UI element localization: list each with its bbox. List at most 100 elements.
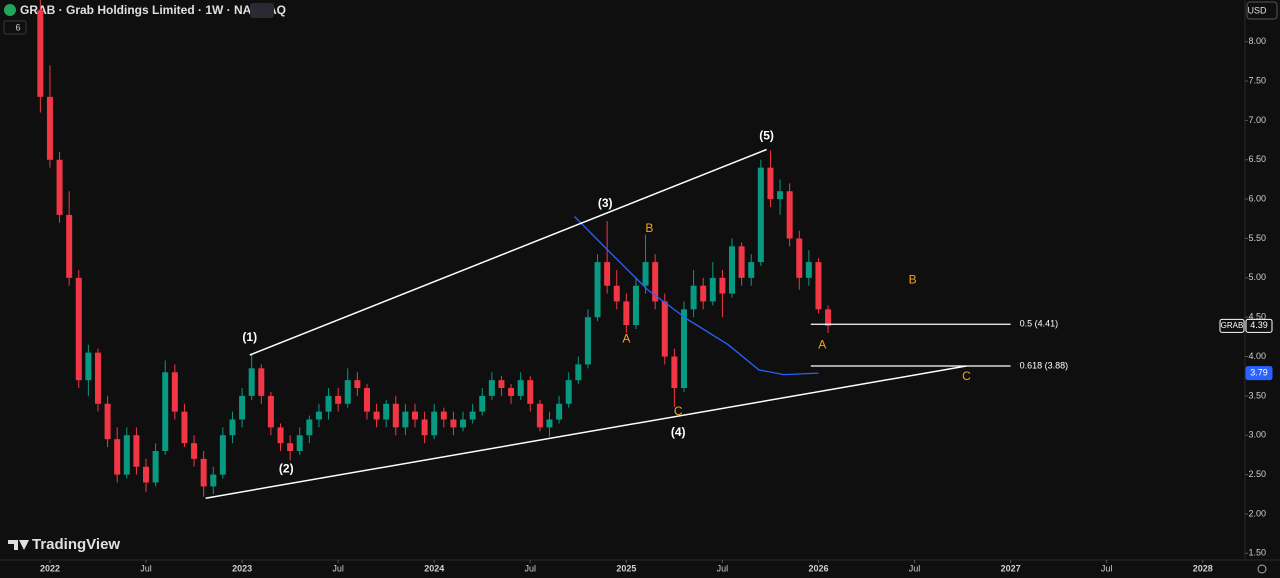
candle-body: [709, 277, 716, 302]
wave-label: (2): [279, 461, 294, 475]
candle-body: [805, 262, 812, 278]
wave-label: (5): [759, 128, 774, 142]
y-tick-label: 4.00: [1248, 351, 1266, 361]
candle-body: [767, 167, 774, 200]
candle-body: [306, 419, 313, 436]
y-tick-label: 5.50: [1248, 233, 1266, 243]
x-tick-label: Jul: [1101, 563, 1113, 573]
settings-icon[interactable]: [1257, 564, 1267, 574]
candle-body: [277, 427, 284, 444]
candle-body: [315, 411, 322, 420]
candle-body: [536, 403, 543, 428]
candle-body: [757, 167, 764, 263]
y-tick-label: 7.50: [1248, 75, 1266, 85]
wave-label: (1): [242, 330, 257, 344]
candle-body: [680, 309, 687, 389]
price-tag: [1245, 366, 1273, 381]
candle-body: [690, 285, 697, 310]
candle-body: [738, 246, 745, 278]
candle-body: [556, 403, 563, 420]
x-tick-label: 2022: [40, 563, 60, 573]
candle-body: [94, 352, 101, 404]
x-tick-label: 2025: [616, 563, 636, 573]
currency-button[interactable]: [1246, 1, 1278, 20]
candle-body: [104, 403, 111, 440]
x-tick-label: 2024: [424, 563, 444, 573]
candle-body: [488, 380, 495, 396]
candle-body: [825, 309, 832, 326]
y-tick-label: 6.50: [1248, 154, 1266, 164]
wave-label: A: [622, 331, 630, 345]
candle-body: [248, 368, 255, 396]
candle-body: [671, 356, 678, 389]
candle-body: [632, 285, 639, 326]
candle-body: [46, 96, 53, 160]
candle-body: [229, 419, 236, 436]
candle-body: [152, 450, 159, 483]
brand-logo: [8, 540, 29, 550]
candle-body: [508, 388, 515, 396]
symbol-title: GRAB · Grab Holdings Limited · 1W · NASD…: [20, 3, 286, 17]
x-tick-label: Jul: [140, 563, 152, 573]
wave-label: (3): [598, 196, 613, 210]
candle-body: [219, 435, 226, 475]
candle-body: [344, 380, 351, 404]
x-tick-label: Jul: [332, 563, 344, 573]
candle-body: [354, 380, 361, 389]
candle-body: [469, 411, 476, 420]
x-tick-label: 2027: [1001, 563, 1021, 573]
y-tick-label: 7.00: [1248, 115, 1266, 125]
candle-body: [85, 352, 92, 381]
price-tag-label: 3.79: [1250, 367, 1268, 377]
candle-body: [114, 439, 121, 475]
y-tick-label: 2.00: [1248, 508, 1266, 518]
price-tag-label: 4.39: [1250, 320, 1268, 330]
candle-body: [642, 262, 649, 286]
candle-body: [66, 214, 73, 278]
indicator-count[interactable]: 6: [15, 22, 20, 32]
indicator-toggle[interactable]: [3, 20, 27, 35]
trendline: [205, 365, 967, 499]
candle-body: [479, 395, 486, 412]
wave-label: C: [962, 369, 971, 383]
candle-body: [450, 419, 457, 428]
candle-body: [546, 419, 553, 428]
candle-body: [796, 238, 803, 278]
candle-body: [412, 411, 418, 420]
wave-label: B: [645, 221, 653, 235]
candle-body: [652, 262, 659, 302]
x-tick-label: 2028: [1193, 563, 1213, 573]
candle-body: [373, 411, 380, 420]
candle-body: [729, 246, 736, 294]
symbol-tag-label: GRAB: [1221, 321, 1244, 330]
candle-body: [287, 443, 294, 451]
currency[interactable]: USD: [1247, 5, 1267, 15]
candle-body: [440, 411, 447, 420]
y-tick-label: 3.50: [1248, 390, 1266, 400]
candle-body: [786, 191, 793, 239]
trendline: [249, 148, 767, 356]
candle-body: [700, 285, 707, 302]
candle-body: [200, 458, 207, 487]
candle-body: [498, 380, 505, 389]
price-tag: [1245, 318, 1273, 333]
candle-body: [162, 372, 169, 451]
candle-body: [258, 368, 265, 396]
x-tick-label: Jul: [717, 563, 729, 573]
y-tick-label: 6.00: [1248, 194, 1266, 204]
candle-body: [191, 443, 198, 459]
candle-body: [37, 10, 44, 97]
candle-body: [661, 301, 668, 357]
candle-body: [777, 191, 784, 200]
candle-body: [623, 301, 630, 326]
candle-body: [296, 435, 303, 451]
candle-body: [431, 411, 438, 436]
wave-label: A: [818, 338, 826, 352]
wave-label: C: [674, 404, 683, 418]
symbol-icon: [4, 4, 16, 16]
candle-body: [604, 262, 611, 286]
x-tick-label: 2026: [808, 563, 828, 573]
candle-body: [171, 372, 178, 412]
y-tick-label: 3.00: [1248, 430, 1266, 440]
